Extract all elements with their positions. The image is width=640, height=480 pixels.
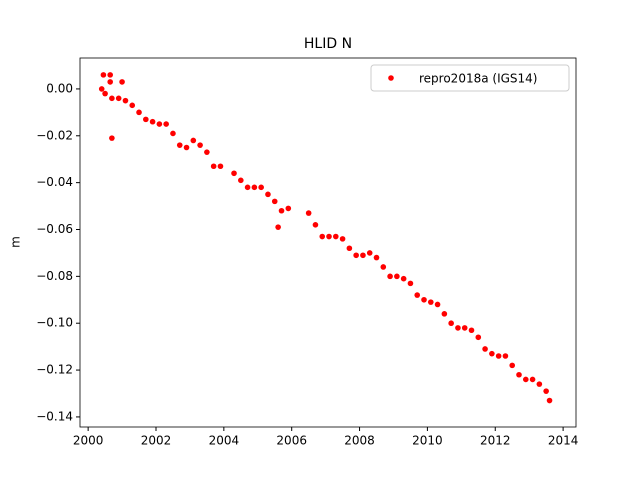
data-point <box>495 353 502 359</box>
data-point <box>387 273 393 280</box>
data-point <box>333 233 339 240</box>
data-point <box>441 311 448 317</box>
y-tick-label: −0.12 <box>36 363 73 377</box>
x-tick-label: 2014 <box>548 434 579 448</box>
data-point <box>516 371 522 378</box>
x-tick-label: 2000 <box>73 434 104 448</box>
data-point <box>109 95 115 102</box>
data-point <box>546 397 553 404</box>
data-point <box>197 142 203 148</box>
y-axis-label: m <box>9 236 23 248</box>
x-tick-label: 2008 <box>344 434 375 448</box>
y-tick-label: −0.04 <box>36 175 73 189</box>
data-point <box>244 184 251 191</box>
y-tick-label: −0.08 <box>36 269 73 283</box>
data-point <box>204 149 210 155</box>
data-point <box>107 72 113 78</box>
y-tick-label: −0.14 <box>36 409 73 423</box>
data-point <box>319 233 326 240</box>
data-point <box>143 116 149 123</box>
y-tick-label: 0.00 <box>46 81 73 95</box>
y-tick-label: −0.06 <box>36 222 73 236</box>
data-point <box>122 97 129 104</box>
data-point <box>360 252 366 259</box>
y-tick-label: −0.02 <box>36 128 73 142</box>
data-point <box>312 222 319 228</box>
data-point <box>217 163 224 170</box>
legend-marker <box>388 75 394 81</box>
data-point <box>183 144 190 151</box>
chart-title: HLID N <box>304 36 352 52</box>
data-point <box>434 301 441 308</box>
data-point <box>427 299 434 305</box>
data-point <box>129 102 136 109</box>
data-point <box>400 275 407 282</box>
data-point <box>305 210 312 216</box>
data-point <box>251 184 258 191</box>
data-point <box>98 86 105 92</box>
data-point <box>100 72 107 78</box>
data-point <box>461 325 468 331</box>
data-point <box>210 163 217 170</box>
data-point <box>109 135 115 141</box>
data-point <box>489 350 495 357</box>
x-tick-label: 2004 <box>209 434 240 448</box>
data-point <box>163 121 169 127</box>
data-point <box>407 280 414 287</box>
data-point <box>414 292 421 298</box>
data-point <box>275 224 281 230</box>
data-point <box>509 362 516 369</box>
data-point <box>373 254 380 261</box>
data-point <box>502 353 509 359</box>
data-point <box>468 327 475 334</box>
data-point <box>149 118 156 125</box>
data-point <box>170 130 176 137</box>
data-point <box>366 250 373 256</box>
data-point <box>238 177 244 184</box>
data-point <box>115 95 122 102</box>
data-point <box>156 121 163 127</box>
data-point <box>107 79 113 85</box>
legend-box <box>370 64 570 92</box>
y-tick-label: −0.10 <box>36 316 73 330</box>
legend-label: repro2018a (IGS14) <box>419 72 537 86</box>
data-point <box>353 252 359 259</box>
data-point <box>258 184 264 191</box>
data-point <box>543 388 549 394</box>
data-point <box>394 273 400 280</box>
data-point <box>380 264 387 270</box>
data-point <box>482 346 488 352</box>
x-tick-label: 2010 <box>412 434 443 448</box>
data-point <box>271 198 278 205</box>
data-point <box>119 79 125 85</box>
data-point <box>536 381 543 387</box>
x-tick-label: 2012 <box>480 434 511 448</box>
data-point <box>231 170 237 177</box>
x-tick-label: 2002 <box>141 434 172 448</box>
data-point <box>190 137 197 144</box>
data-point <box>176 142 183 148</box>
data-point <box>346 245 353 252</box>
data-point <box>278 207 285 214</box>
data-point <box>529 376 536 383</box>
data-point <box>475 334 482 341</box>
data-point <box>455 325 461 331</box>
data-point <box>102 90 108 97</box>
data-point <box>421 296 427 303</box>
data-point <box>339 236 346 242</box>
data-point <box>265 191 271 198</box>
x-tick-label: 2006 <box>276 434 307 448</box>
data-point <box>448 320 454 327</box>
plot-frame <box>79 57 577 428</box>
data-point <box>326 233 332 240</box>
data-point <box>285 205 292 212</box>
data-point <box>136 109 142 116</box>
data-point <box>522 376 529 383</box>
